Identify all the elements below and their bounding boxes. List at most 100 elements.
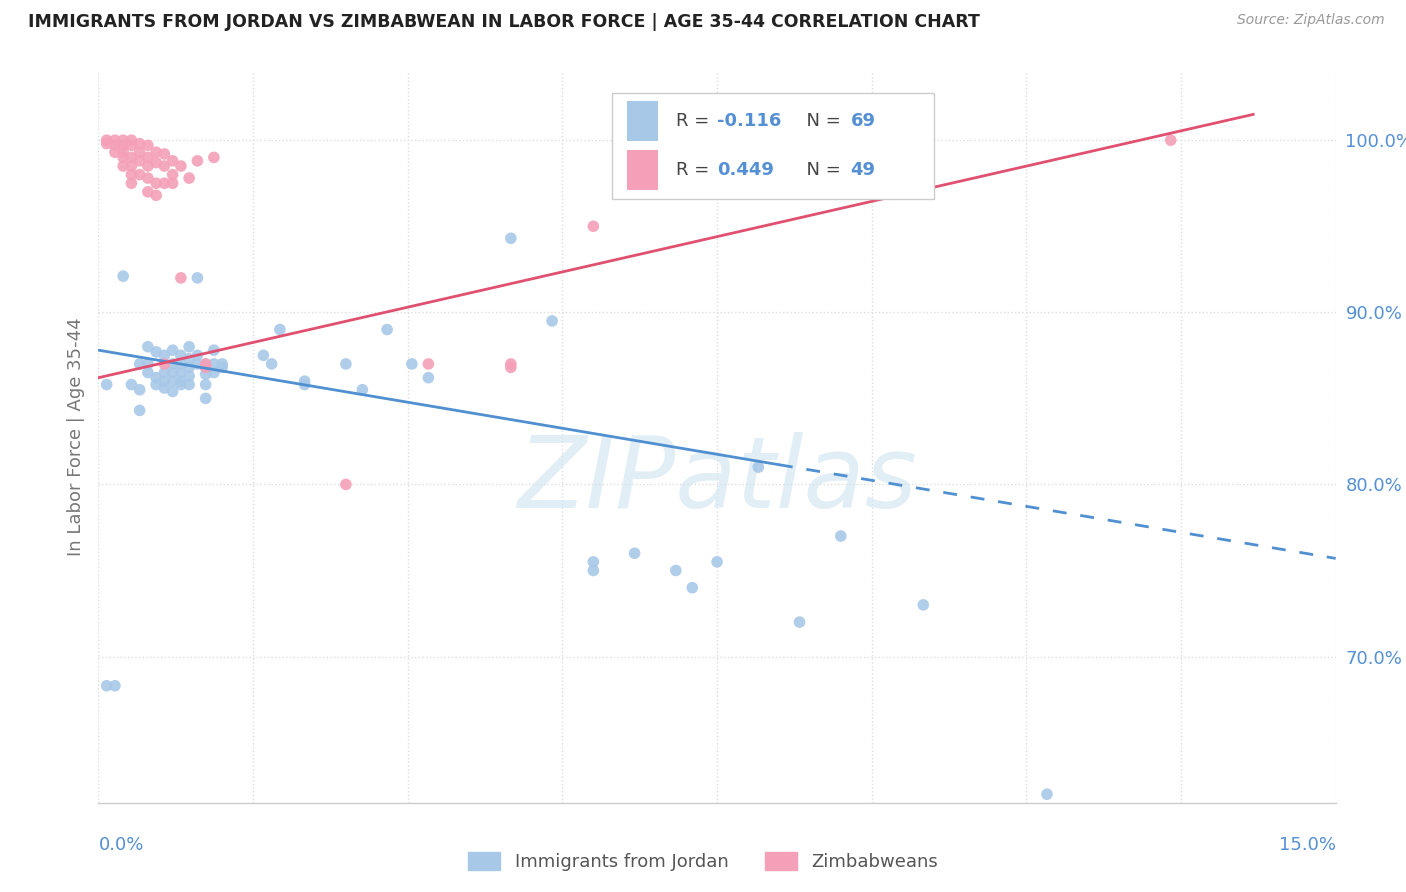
Point (170, 271, 193, 285)
Point (145, 370, 167, 384)
Point (162, 366, 184, 380)
Point (153, 159, 176, 173)
Point (128, 145, 150, 160)
Point (418, 357, 440, 371)
Point (747, 460, 769, 475)
Point (179, 351, 201, 366)
Point (186, 348, 208, 362)
Point (153, 147, 176, 161)
Text: 0.0%: 0.0% (98, 836, 143, 854)
Point (499, 357, 522, 371)
Point (153, 366, 176, 380)
Point (170, 357, 193, 371)
Point (128, 136, 150, 151)
Point (665, 564, 688, 578)
Point (153, 374, 176, 388)
Text: 49: 49 (851, 161, 876, 179)
Point (128, 403, 150, 417)
Point (194, 357, 217, 371)
Point (211, 357, 233, 371)
Point (179, 377, 201, 392)
Point (789, 615, 811, 629)
Point (401, 357, 423, 371)
Point (582, 564, 605, 578)
Point (112, 150, 135, 164)
Point (104, 133, 127, 147)
Text: N =: N = (794, 161, 846, 179)
Point (202, 366, 225, 380)
Point (153, 381, 176, 395)
Point (294, 377, 316, 392)
Point (186, 357, 208, 371)
Point (145, 188, 167, 202)
Point (128, 168, 150, 182)
Point (104, 679, 127, 693)
Point (260, 357, 283, 371)
Point (153, 357, 176, 371)
Point (202, 343, 225, 358)
Point (120, 168, 142, 182)
Point (162, 357, 184, 371)
Point (194, 368, 217, 382)
Point (153, 176, 176, 190)
Y-axis label: In Labor Force | Age 35-44: In Labor Force | Age 35-44 (66, 318, 84, 557)
Point (120, 176, 142, 190)
Point (541, 314, 564, 328)
Point (499, 231, 522, 245)
Point (145, 155, 167, 169)
Point (128, 357, 150, 371)
Point (136, 340, 159, 354)
Text: R =: R = (676, 112, 716, 130)
Point (202, 150, 225, 164)
Point (623, 546, 645, 560)
Point (136, 138, 159, 153)
Point (1036, 787, 1059, 801)
FancyBboxPatch shape (627, 101, 658, 141)
Point (194, 360, 217, 375)
Point (104, 145, 127, 160)
Point (136, 366, 159, 380)
Point (294, 374, 316, 388)
Text: 69: 69 (851, 112, 876, 130)
Text: Source: ZipAtlas.com: Source: ZipAtlas.com (1237, 13, 1385, 28)
Point (179, 369, 201, 384)
Point (179, 360, 201, 375)
Point (112, 269, 135, 284)
Point (112, 138, 135, 153)
Point (120, 138, 142, 153)
Point (96, 679, 118, 693)
Point (179, 171, 201, 186)
Point (194, 392, 217, 406)
Point (145, 344, 167, 359)
Point (96, 377, 118, 392)
Point (162, 384, 184, 399)
Point (335, 357, 357, 371)
Point (136, 150, 159, 164)
Point (186, 271, 208, 285)
Point (128, 383, 150, 397)
Point (162, 176, 184, 190)
Point (104, 138, 127, 153)
Text: R =: R = (676, 161, 716, 179)
Point (194, 360, 217, 375)
Point (120, 159, 142, 173)
Point (128, 153, 150, 168)
Point (582, 219, 605, 234)
Point (202, 357, 225, 371)
Point (162, 153, 184, 168)
Point (418, 370, 440, 384)
Point (145, 377, 167, 392)
Point (112, 159, 135, 173)
Point (96, 133, 118, 147)
Point (211, 360, 233, 375)
Point (499, 360, 522, 375)
Point (170, 366, 193, 380)
Point (252, 348, 274, 362)
Text: IMMIGRANTS FROM JORDAN VS ZIMBABWEAN IN LABOR FORCE | AGE 35-44 CORRELATION CHAR: IMMIGRANTS FROM JORDAN VS ZIMBABWEAN IN … (28, 13, 980, 31)
Point (352, 383, 374, 397)
Point (162, 374, 184, 388)
Point (136, 185, 159, 199)
Point (170, 374, 193, 388)
Legend: Immigrants from Jordan, Zimbabweans: Immigrants from Jordan, Zimbabweans (461, 845, 945, 879)
Point (681, 581, 703, 595)
